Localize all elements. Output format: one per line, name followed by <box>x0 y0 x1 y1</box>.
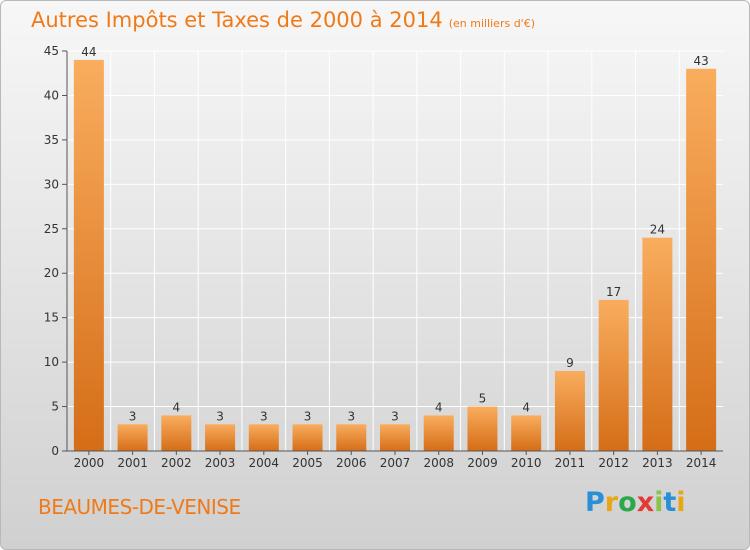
gridlines <box>67 50 723 451</box>
bar <box>205 424 236 451</box>
bar <box>511 415 542 451</box>
bar <box>117 424 148 451</box>
x-tick-label: 2011 <box>555 456 586 470</box>
bars <box>73 59 717 452</box>
data-label: 44 <box>81 45 96 59</box>
bar <box>73 59 104 452</box>
x-tick-label: 2001 <box>117 456 148 470</box>
title-unit: (en milliers d'€) <box>448 17 535 30</box>
bar <box>423 415 454 451</box>
y-tick-label: 0 <box>51 444 59 458</box>
proxiti-logo: Proxiti <box>585 487 686 518</box>
x-tick-label: 2000 <box>74 456 105 470</box>
data-label: 17 <box>606 285 621 299</box>
logo-letter: t <box>663 487 677 518</box>
data-label: 24 <box>650 223 665 237</box>
bar <box>467 406 498 451</box>
data-label: 3 <box>347 409 355 423</box>
y-tick-label: 5 <box>51 400 59 414</box>
data-label: 3 <box>216 409 224 423</box>
commune-name: BEAUMES-DE-VENISE <box>38 495 241 519</box>
data-label: 3 <box>129 409 137 423</box>
logo-letter: P <box>585 487 605 518</box>
logo-letter: x <box>636 487 655 518</box>
bar <box>598 299 629 451</box>
y-tick-label: 20 <box>44 266 59 280</box>
y-tick-label: 10 <box>44 355 59 369</box>
y-tick-label: 15 <box>44 311 59 325</box>
x-tick-label: 2008 <box>423 456 454 470</box>
y-tick-label: 45 <box>44 44 59 58</box>
x-tick-label: 2006 <box>336 456 367 470</box>
data-label: 5 <box>479 392 487 406</box>
logo-letter: r <box>604 487 619 518</box>
bar <box>161 415 192 451</box>
x-tick-label: 2007 <box>380 456 411 470</box>
logo-letter: i <box>654 487 664 518</box>
title-text: Autres Impôts et Taxes de 2000 à 2014 <box>31 8 443 32</box>
bar <box>686 68 717 452</box>
axes <box>62 50 723 455</box>
data-label: 43 <box>693 54 708 68</box>
y-tick-label: 30 <box>44 177 59 191</box>
data-label: 3 <box>304 409 312 423</box>
chart-title: Autres Impôts et Taxes de 2000 à 2014 (en… <box>31 8 535 32</box>
x-tick-label: 2014 <box>686 456 717 470</box>
logo-letter: i <box>676 487 686 518</box>
data-label: 3 <box>260 409 268 423</box>
y-tick-label: 25 <box>44 222 59 236</box>
bar <box>642 237 673 451</box>
data-label: 9 <box>566 356 574 370</box>
x-tick-label: 2010 <box>511 456 542 470</box>
data-label: 4 <box>173 400 181 414</box>
data-label: 3 <box>391 409 399 423</box>
x-tick-label: 2005 <box>292 456 323 470</box>
x-tick-label: 2004 <box>249 456 280 470</box>
y-tick-label: 40 <box>44 88 59 102</box>
bar <box>380 424 410 451</box>
bar <box>292 424 323 451</box>
bar <box>554 371 585 451</box>
bar <box>248 424 279 451</box>
x-tick-label: 2002 <box>161 456 192 470</box>
y-tick-label: 35 <box>44 133 59 147</box>
data-label: 4 <box>522 400 530 414</box>
data-label: 4 <box>435 400 443 414</box>
x-tick-label: 2012 <box>598 456 629 470</box>
x-tick-label: 2003 <box>205 456 236 470</box>
x-tick-label: 2009 <box>467 456 498 470</box>
logo-letter: o <box>618 487 637 518</box>
bar <box>336 424 367 451</box>
x-tick-label: 2013 <box>642 456 673 470</box>
